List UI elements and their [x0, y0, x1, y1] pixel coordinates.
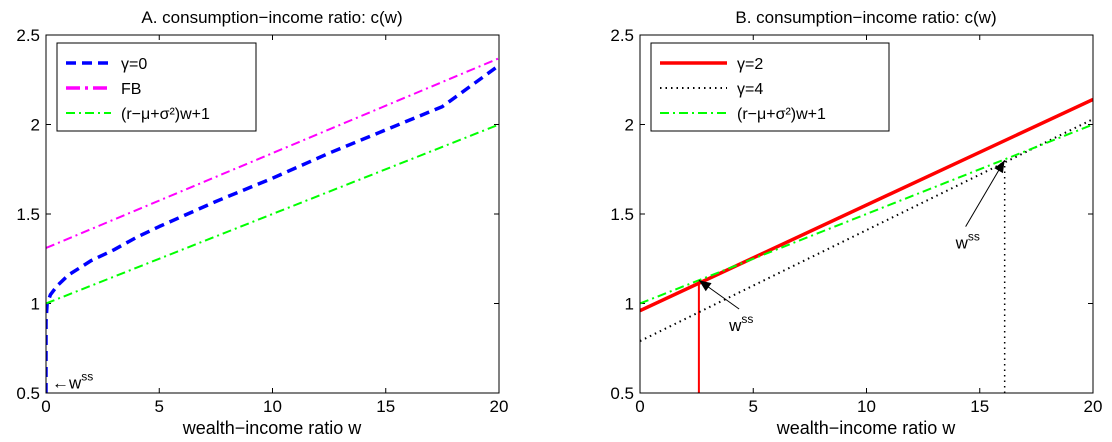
annotation-label: wss: [955, 230, 980, 253]
legend-label: (r−μ+σ²)w+1: [121, 106, 210, 123]
series-line: [640, 123, 1093, 305]
y-tick-label: 1: [625, 295, 634, 314]
y-tick-label: 0.5: [610, 384, 634, 403]
x-tick-label: 0: [635, 397, 644, 416]
x-tick-label: 20: [490, 397, 509, 416]
y-tick-label: 1: [31, 295, 40, 314]
legend-label: FB: [121, 81, 141, 98]
y-tick-label: 1.5: [16, 205, 40, 224]
x-tick-label: 0: [41, 397, 50, 416]
legend-label: γ=4: [737, 81, 763, 98]
legend: γ=0 FB (r−μ+σ²)w+1: [56, 42, 257, 132]
series-line: [46, 123, 499, 305]
plot-area: [46, 57, 499, 393]
series-line: [640, 97, 1093, 313]
chart-title: B. consumption−income ratio: c(w): [735, 8, 996, 27]
x-tick-label: 10: [263, 397, 282, 416]
x-tick-label: 5: [155, 397, 164, 416]
annotation-label: wss: [728, 312, 753, 335]
axis-ticks: 0 5 10 15 20 0.5 1 1.5 2 2.5: [16, 26, 508, 416]
x-tick-label: 20: [1084, 397, 1103, 416]
y-tick-label: 2.5: [16, 26, 40, 45]
axes-frame: [45, 34, 500, 394]
legend-box: [56, 42, 257, 132]
x-axis-label: wealth−income ratio w: [182, 418, 363, 438]
legend: γ=2 γ=4 (r−μ+σ²)w+1: [650, 42, 890, 132]
legend-label: (r−μ+σ²)w+1: [737, 106, 826, 123]
annotation-arrowhead: [994, 160, 1005, 174]
x-tick-label: 5: [749, 397, 758, 416]
annotation-label: ←wss: [52, 369, 93, 392]
x-tick-label: 10: [857, 397, 876, 416]
plot-area: [640, 97, 1093, 393]
legend-box: [650, 42, 890, 132]
annotations: wss wss: [698, 160, 1006, 335]
chart-panel-b: B. consumption−income ratio: c(w) wealth…: [610, 8, 1102, 438]
annotation-arrowhead: [698, 280, 712, 292]
x-axis-label: wealth−income ratio w: [776, 418, 957, 438]
y-tick-label: 2: [625, 116, 634, 135]
legend-label: γ=0: [121, 56, 147, 73]
legend-label: γ=2: [737, 56, 763, 73]
x-tick-label: 15: [376, 397, 395, 416]
chart-title: A. consumption−income ratio: c(w): [141, 8, 402, 27]
axes-frame: [639, 34, 1094, 394]
y-tick-label: 2.5: [610, 26, 634, 45]
annotations: ←wss: [52, 369, 93, 392]
series-line: [46, 57, 499, 249]
y-tick-label: 0.5: [16, 384, 40, 403]
annotation-arrow: [965, 160, 1006, 227]
x-tick-label: 15: [970, 397, 989, 416]
axis-ticks: 0 5 10 15 20 0.5 1 1.5 2 2.5: [610, 26, 1102, 416]
y-tick-label: 2: [31, 116, 40, 135]
chart-panel-a: A. consumption−income ratio: c(w) wealth…: [16, 8, 508, 438]
y-tick-label: 1.5: [610, 205, 634, 224]
